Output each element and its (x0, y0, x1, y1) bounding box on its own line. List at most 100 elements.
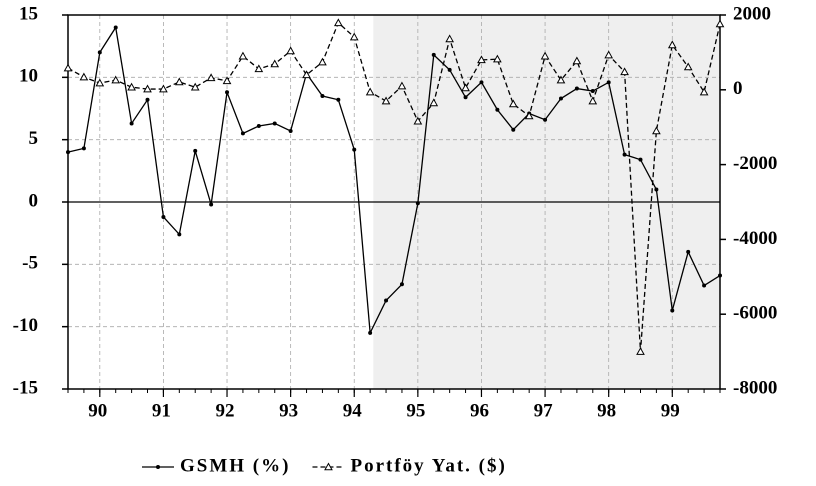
point (159, 84, 168, 93)
point (477, 55, 486, 64)
y-tick-label: 5 (29, 128, 39, 149)
point (286, 46, 295, 55)
point (145, 97, 150, 102)
point (206, 73, 216, 82)
point (349, 32, 359, 41)
point (240, 131, 245, 136)
point (590, 89, 595, 94)
point (238, 51, 248, 60)
point (524, 111, 534, 120)
point (161, 214, 166, 219)
point (129, 121, 134, 126)
point (670, 308, 675, 313)
point (352, 147, 357, 152)
y-tick-label: 15 (19, 3, 38, 24)
point (209, 202, 214, 207)
point (95, 78, 105, 87)
point (368, 330, 373, 335)
point (574, 86, 579, 91)
point (174, 77, 184, 86)
legend-label: Portföy Yat. ($) (350, 455, 506, 476)
point (397, 81, 407, 90)
point (445, 34, 455, 43)
point (636, 347, 645, 355)
x-tick-label: 96 (470, 400, 489, 421)
x-tick-label: 99 (661, 400, 680, 421)
point (572, 56, 582, 65)
point (702, 283, 707, 288)
point (463, 95, 468, 100)
point (413, 116, 423, 125)
point (683, 62, 693, 71)
point (63, 63, 73, 72)
point (540, 51, 550, 60)
legend-marker (324, 462, 333, 471)
point (66, 150, 70, 155)
point (270, 59, 280, 68)
point (288, 128, 293, 133)
point (461, 83, 470, 92)
series-line (67, 25, 721, 336)
point (511, 127, 516, 132)
point (431, 52, 436, 57)
point (320, 94, 325, 99)
point (588, 96, 598, 105)
point (113, 25, 118, 30)
point (604, 50, 614, 59)
point (429, 98, 439, 107)
point (302, 70, 311, 79)
point (399, 282, 404, 287)
point (686, 249, 691, 254)
point (336, 97, 341, 102)
y-tick-label: 0 (29, 190, 39, 211)
y2-tick-label: -6000 (733, 303, 777, 324)
point (318, 57, 327, 66)
point (558, 96, 563, 101)
point (254, 64, 264, 73)
plot-frame (67, 14, 721, 390)
point (256, 123, 261, 128)
point (606, 80, 611, 85)
point (447, 67, 452, 72)
point (543, 117, 548, 122)
y2-tick-label: -4000 (733, 228, 777, 249)
point (556, 75, 566, 84)
y2-tick-label: 2000 (733, 3, 771, 24)
point (638, 157, 643, 162)
x-tick-label: 98 (597, 400, 616, 421)
point (79, 72, 89, 81)
point (493, 54, 502, 63)
point (715, 19, 725, 28)
point (495, 107, 500, 112)
point (143, 84, 152, 93)
legend-marker (156, 465, 160, 469)
point (508, 99, 518, 108)
point (81, 146, 86, 151)
x-tick-label: 97 (534, 400, 554, 421)
y-tick-label: -15 (13, 377, 38, 398)
point (667, 40, 677, 49)
x-tick-label: 95 (406, 400, 425, 421)
y-tick-label: 10 (19, 66, 38, 87)
point (272, 121, 277, 126)
x-tick-label: 91 (152, 400, 171, 421)
point (190, 82, 200, 91)
y2-tick-label: 0 (733, 78, 743, 99)
point (415, 201, 420, 206)
point (333, 18, 343, 27)
point (365, 87, 375, 96)
point (652, 126, 661, 135)
point (111, 75, 121, 84)
point (718, 273, 722, 278)
point (225, 90, 230, 95)
point (384, 298, 389, 303)
point (620, 67, 629, 76)
y-tick-label: -10 (13, 315, 38, 336)
point (97, 50, 102, 55)
legend-label: GSMH (%) (180, 455, 290, 476)
x-tick-label: 94 (343, 400, 363, 421)
point (622, 152, 627, 157)
y2-tick-label: -2000 (733, 153, 777, 174)
